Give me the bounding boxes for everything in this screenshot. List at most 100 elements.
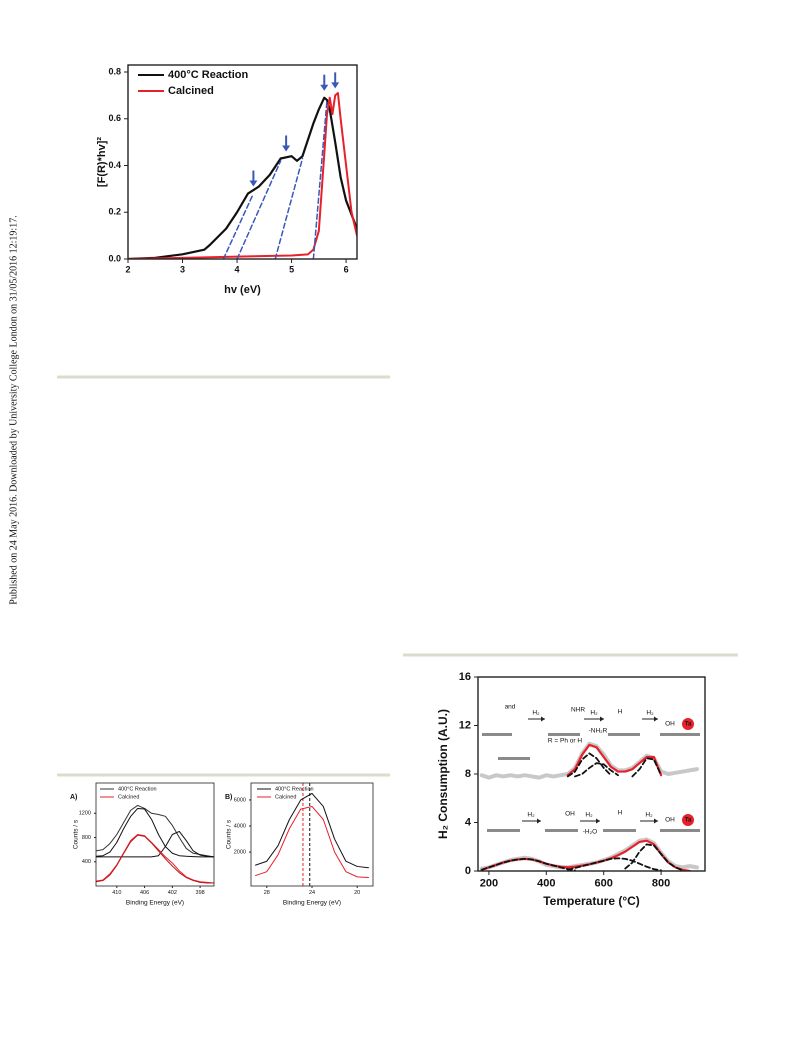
y-tick-label: 0.2 [108, 207, 121, 217]
y-tick-label: 8 [465, 768, 471, 780]
x-tick-label: 20 [354, 890, 360, 896]
legend-label: 400°C Reaction [118, 786, 157, 792]
x-tick-label: 400 [537, 878, 555, 890]
panel-label: A) [70, 794, 77, 801]
y-tick-label: 16 [459, 671, 471, 683]
x-tick-label: 3 [180, 265, 185, 275]
plot-frame [250, 782, 374, 887]
x-tick-label: 600 [595, 878, 613, 890]
scheme-label: OH [665, 817, 675, 824]
chart: 28 24 20 2000 4000 6000 400°C Reaction Calcined… [225, 782, 374, 907]
series-line [222, 192, 255, 259]
scheme-label: H₂ [585, 812, 593, 819]
y-axis-label: Counts / s [226, 819, 233, 849]
series-line [479, 741, 699, 780]
series-line [96, 804, 214, 858]
chart: 200 400 600 800 0 4 8 12 16 Temperature (°C) H₂ Co… [436, 671, 706, 908]
y-tick-label: 0 [465, 865, 471, 877]
y-tick-label: 0.6 [108, 113, 121, 123]
series-line [255, 792, 369, 869]
surface [545, 829, 578, 832]
x-axis-label: Binding Energy (eV) [283, 900, 341, 907]
x-tick-label: 5 [289, 265, 294, 275]
series-line [274, 157, 304, 259]
chart: 2 3 4 5 6 0.0 0.2 0.4 0.6 0.8 400°C Reaction Calcin… [96, 64, 358, 296]
series-line [566, 752, 612, 778]
surface [482, 733, 512, 736]
scheme-label: H₂ [532, 710, 540, 717]
scheme-label: Ta [685, 722, 692, 728]
surface [603, 829, 636, 832]
y-axis-label: Counts / s [73, 819, 80, 849]
surface [660, 733, 700, 736]
plot-area [96, 804, 214, 884]
scheme-label: NHR [571, 707, 585, 714]
y-axis-label: [F(R)*hv]² [96, 137, 108, 187]
y-tick-label: 12 [459, 719, 471, 731]
panel-label: B) [225, 794, 232, 801]
surface [548, 733, 580, 736]
series-line [566, 743, 663, 777]
x-tick-label: 2 [125, 265, 130, 275]
x-tick-label: 410 [112, 890, 121, 896]
y-tick-label: 0.8 [108, 66, 121, 76]
series-line [255, 805, 369, 879]
x-tick-label: 402 [168, 890, 177, 896]
arrow-head [320, 84, 329, 91]
scheme-arrowhead [654, 716, 658, 722]
arrow-head [249, 180, 258, 187]
legend-label: Calcined [118, 794, 139, 800]
scheme-arrowhead [596, 818, 600, 824]
series-line [128, 92, 357, 259]
surface [608, 733, 640, 736]
series-line [96, 834, 214, 884]
y-tick-label: 800 [82, 835, 91, 841]
ta-badge [682, 718, 694, 730]
y-tick-label: 6000 [234, 797, 246, 803]
x-tick-label: 800 [652, 878, 670, 890]
arrow-head [331, 82, 340, 89]
scheme-arrowhead [537, 818, 541, 824]
plot-frame [95, 782, 215, 887]
scheme-label: R = Ph or H [548, 738, 582, 745]
plot-area [255, 783, 369, 886]
series-line [236, 160, 282, 259]
scheme-label: H [618, 810, 623, 817]
scheme-label: H [618, 709, 623, 716]
scheme-arrowhead [541, 716, 545, 722]
surface [487, 829, 520, 832]
scheme-label: Ta [685, 818, 692, 824]
sidebar-note: Published on 24 May 2016. Downloaded by … [8, 215, 19, 604]
scheme-label: OH [665, 721, 675, 728]
scheme-label: OH [565, 811, 575, 818]
series-line [566, 857, 662, 871]
plot-area [479, 741, 699, 871]
x-tick-label: 24 [309, 890, 315, 896]
scheme-arrowhead [600, 716, 604, 722]
y-axis-label: H₂ Consumption (A.U.) [436, 709, 450, 839]
x-tick-label: 398 [196, 890, 205, 896]
series-line [480, 857, 576, 871]
y-tick-label: 1200 [79, 811, 91, 817]
plot-frame [477, 676, 706, 872]
scheme-label: H₂ [646, 710, 654, 717]
legend-label: 400°C Reaction [168, 69, 248, 81]
series-line [574, 762, 619, 778]
series-line [128, 96, 357, 259]
y-tick-label: 0.4 [108, 160, 121, 170]
y-tick-label: 4000 [234, 823, 246, 829]
x-tick-label: 4 [235, 265, 240, 275]
surface [660, 829, 700, 832]
x-tick-label: 6 [344, 265, 349, 275]
scheme-label: H₂ [590, 710, 598, 717]
x-axis-label: Binding Energy (eV) [126, 900, 184, 907]
series-line [96, 830, 214, 858]
plot-area [128, 92, 357, 259]
chart: 410 406 402 398 400 800 1200 400°C Reaction Calc… [70, 782, 215, 907]
x-tick-label: 28 [264, 890, 270, 896]
surface [498, 757, 530, 760]
scheme-arrowhead [654, 818, 658, 824]
scheme-label: -NH₂R [589, 728, 608, 735]
